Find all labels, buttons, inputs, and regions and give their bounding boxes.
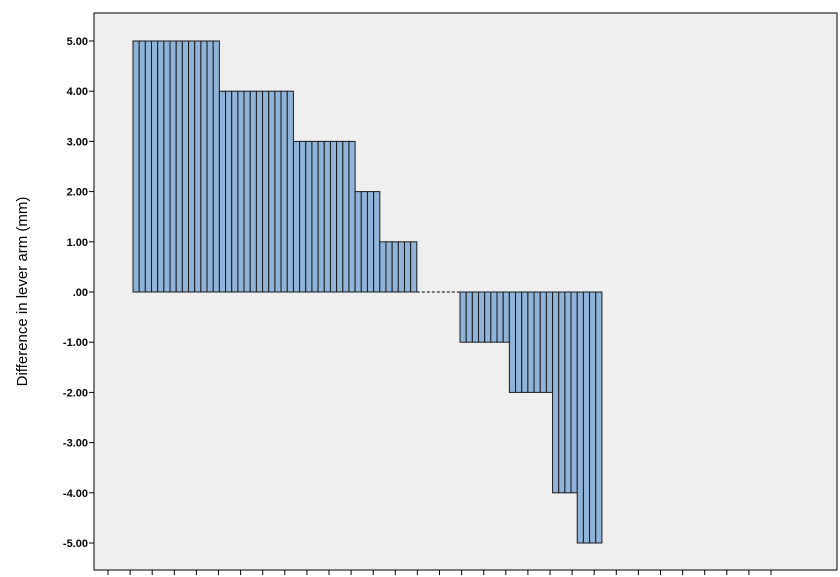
- bar: [484, 291, 492, 343]
- y-tick-label: -5.00: [63, 538, 88, 550]
- bar: [471, 291, 480, 343]
- bar: [385, 241, 393, 293]
- bar: [274, 90, 282, 293]
- bar: [317, 140, 325, 293]
- bar: [564, 291, 572, 494]
- bar: [280, 90, 288, 293]
- bar: [206, 40, 214, 293]
- bar: [299, 140, 307, 293]
- bar: [515, 291, 523, 393]
- bar: [132, 40, 140, 293]
- y-tick-label: .00: [73, 287, 88, 299]
- bar: [225, 90, 233, 293]
- bar: [292, 140, 301, 293]
- bar: [545, 291, 554, 393]
- y-axis-label: Difference in lever arm (mm): [14, 197, 31, 387]
- bar: [533, 291, 541, 393]
- bar: [391, 241, 399, 293]
- x-axis: [107, 570, 772, 575]
- bar: [582, 291, 591, 544]
- bar: [478, 291, 486, 343]
- y-tick-label: -4.00: [63, 488, 88, 500]
- bar: [181, 40, 190, 293]
- bar: [194, 40, 202, 293]
- bars: [132, 40, 603, 544]
- bar: [465, 291, 473, 343]
- bar: [576, 291, 584, 544]
- y-tick-label: -1.00: [63, 337, 88, 349]
- bar: [336, 140, 344, 293]
- y-tick-label: 2.00: [67, 187, 88, 199]
- bar: [323, 140, 331, 293]
- bar: [218, 90, 227, 293]
- bar: [188, 40, 196, 293]
- bar: [200, 40, 208, 293]
- bar: [249, 90, 257, 293]
- bar: [262, 90, 270, 293]
- bar: [175, 40, 183, 293]
- bar: [169, 40, 177, 293]
- bar: [403, 241, 412, 293]
- bar: [151, 40, 159, 293]
- bar: [552, 291, 560, 494]
- bar: [490, 291, 498, 343]
- bar: [255, 90, 264, 293]
- bar: [305, 140, 313, 293]
- bar: [521, 291, 529, 393]
- bar: [144, 40, 153, 293]
- bar: [138, 40, 146, 293]
- y-tick-label: 4.00: [67, 86, 88, 98]
- y-tick-label: 3.00: [67, 136, 88, 148]
- bar: [329, 140, 338, 293]
- bar: [157, 40, 165, 293]
- y-tick-label: -3.00: [63, 438, 88, 450]
- bar: [459, 291, 467, 343]
- bar: [527, 291, 535, 393]
- bar: [373, 191, 381, 293]
- bar: [595, 291, 603, 544]
- bar: [570, 291, 578, 494]
- y-tick-label: 1.00: [67, 237, 88, 249]
- bar: [589, 291, 597, 544]
- bar: [163, 40, 171, 293]
- bar: [379, 241, 387, 293]
- bar: [366, 191, 375, 293]
- bar: [354, 191, 362, 293]
- bar: [212, 40, 220, 293]
- bar: [558, 291, 566, 494]
- bar: [508, 291, 517, 393]
- bar: [348, 140, 356, 293]
- bar: [268, 90, 276, 293]
- bar: [360, 191, 368, 293]
- y-tick-label: -2.00: [63, 387, 88, 399]
- bar: [243, 90, 251, 293]
- y-axis: 5.00 4.00 3.00 2.00 1.00 .00 -1.00 -2.00 -3.00 -4…: [63, 36, 94, 550]
- y-tick-label: 5.00: [67, 36, 88, 48]
- bar: [311, 140, 319, 293]
- bar: [286, 90, 294, 293]
- bar: [397, 241, 405, 293]
- bar: [231, 90, 239, 293]
- bar: [502, 291, 510, 343]
- bar: [237, 90, 245, 293]
- bar: [496, 291, 504, 343]
- bar: [342, 140, 350, 293]
- bar: [410, 241, 418, 293]
- bar: [539, 291, 547, 393]
